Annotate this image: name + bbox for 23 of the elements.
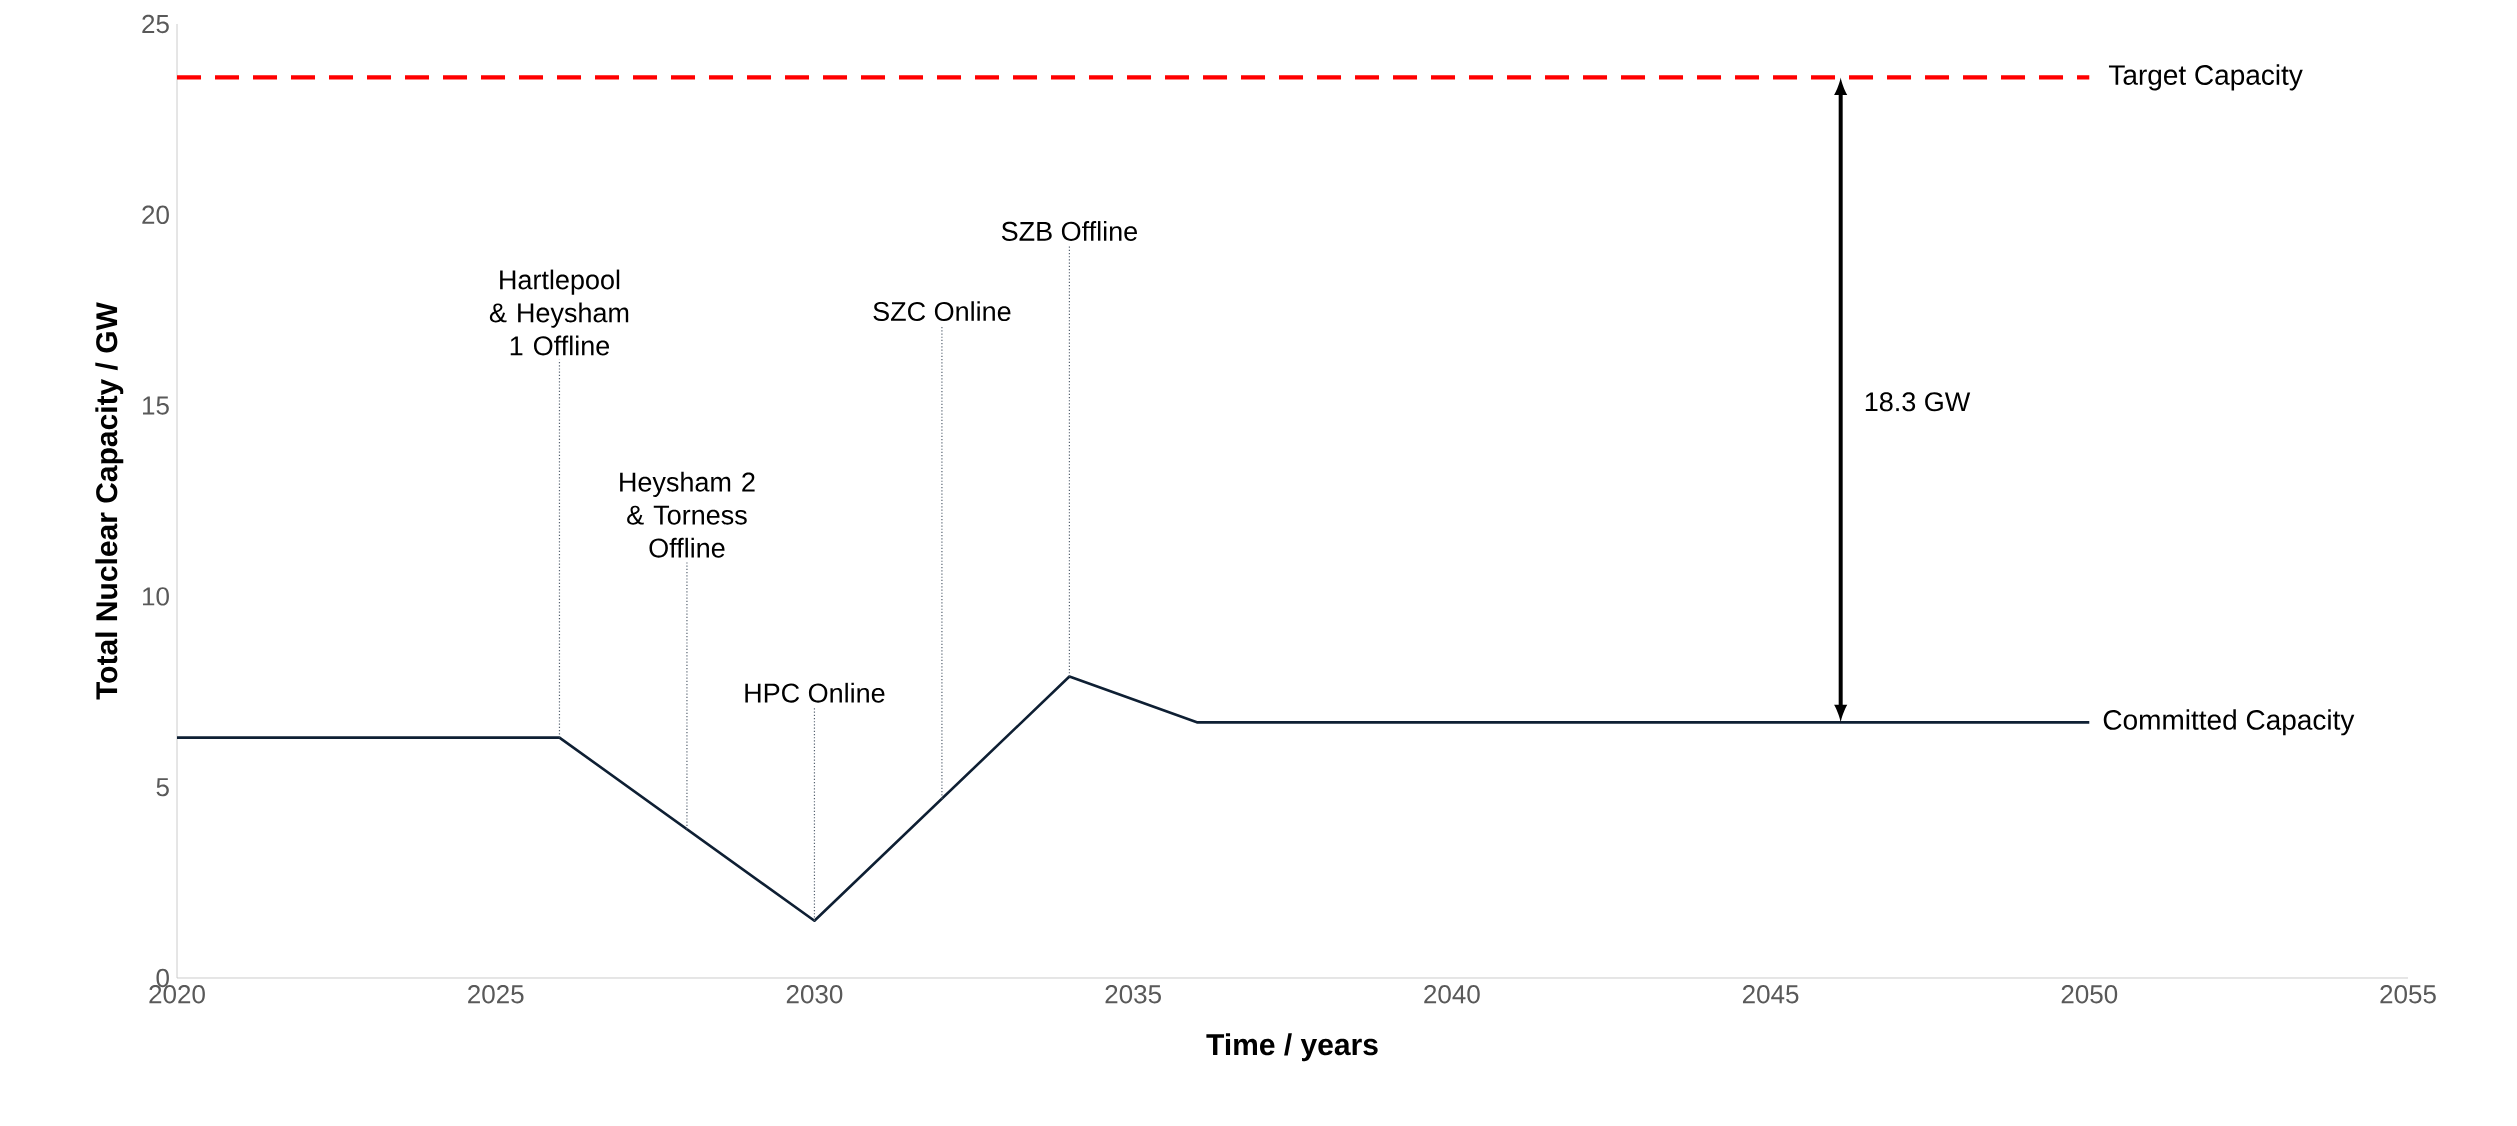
y-tick-label: 15 (143, 396, 169, 415)
x-tick-label: 2045 (1742, 985, 1799, 1004)
x-tick-label: 2035 (1105, 985, 1161, 1004)
x-tick-label: 2025 (468, 985, 524, 1004)
line-series (175, 675, 2091, 923)
y-tick-label: 5 (156, 778, 169, 797)
ref-line-label: Target Capacity (2108, 64, 2303, 91)
x-tick-label: 2050 (2061, 985, 2118, 1004)
annotation: SZC Online (873, 301, 1011, 322)
series-label: Committed Capacity (2103, 709, 2355, 736)
annotation: SZB Offline (1001, 221, 1138, 241)
y-tick-label: 25 (142, 14, 169, 34)
x-tick-label: 2055 (2380, 985, 2436, 1004)
annotation: Hartlepool & Heysham 1 Offline (489, 269, 629, 356)
annotation: HPC Online (745, 682, 885, 703)
y-axis-title: Total Nuclear Capacity / GW (95, 302, 124, 700)
annotation: Heysham 2 & Torness Offline (620, 471, 755, 558)
x-axis-title: Time / years (1206, 1033, 1378, 1062)
x-tick-label: 2040 (1424, 985, 1480, 1004)
y-tick-label: 20 (142, 205, 169, 224)
annotation: 18.3 GW (1865, 392, 1971, 412)
y-tick-label: 10 (143, 587, 169, 606)
x-tick-label: 2030 (786, 985, 843, 1004)
